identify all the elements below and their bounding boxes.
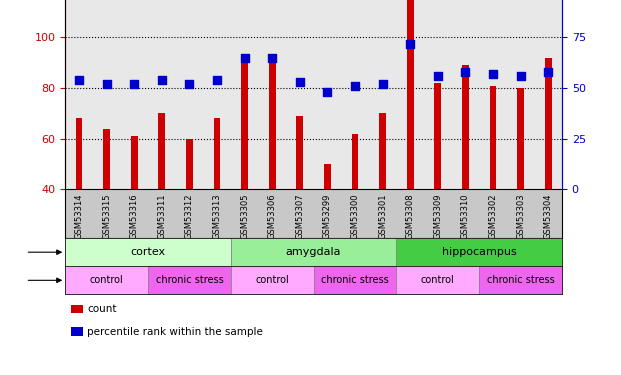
Bar: [324, 164, 331, 189]
Text: GSM53310: GSM53310: [461, 193, 470, 239]
Point: [488, 71, 498, 77]
Text: GSM53301: GSM53301: [378, 193, 387, 239]
Text: count: count: [87, 304, 117, 314]
Bar: [379, 113, 386, 189]
Text: GSM53299: GSM53299: [323, 193, 332, 238]
Text: GSM53309: GSM53309: [433, 193, 442, 239]
Text: control: control: [89, 275, 124, 285]
Point: [350, 83, 360, 89]
Point: [515, 73, 525, 79]
Text: GSM53306: GSM53306: [268, 193, 277, 239]
Point: [433, 73, 443, 79]
Point: [129, 81, 139, 87]
Text: control: control: [421, 275, 455, 285]
Point: [460, 69, 470, 75]
Bar: [158, 113, 165, 189]
Point: [240, 55, 250, 61]
Bar: [296, 116, 303, 189]
Bar: [396, 238, 562, 266]
Bar: [434, 83, 442, 189]
Bar: [517, 88, 524, 189]
Bar: [231, 266, 314, 294]
Text: GSM53300: GSM53300: [350, 193, 360, 239]
Text: amygdala: amygdala: [286, 247, 342, 257]
Text: percentile rank within the sample: percentile rank within the sample: [87, 327, 263, 337]
Bar: [462, 65, 469, 189]
Text: GSM53303: GSM53303: [516, 193, 525, 239]
Bar: [396, 266, 479, 294]
Text: GSM53314: GSM53314: [75, 193, 83, 239]
Text: GSM53315: GSM53315: [102, 193, 111, 239]
Bar: [65, 266, 148, 294]
Text: chronic stress: chronic stress: [487, 275, 555, 285]
Text: GSM53316: GSM53316: [130, 193, 138, 239]
Point: [102, 81, 112, 87]
Bar: [76, 118, 83, 189]
Bar: [186, 139, 193, 189]
Bar: [479, 266, 562, 294]
Point: [267, 55, 277, 61]
Bar: [231, 238, 396, 266]
Bar: [269, 58, 276, 189]
Text: GSM53312: GSM53312: [185, 193, 194, 239]
Text: GSM53313: GSM53313: [212, 193, 222, 239]
Text: chronic stress: chronic stress: [321, 275, 389, 285]
Text: GSM53305: GSM53305: [240, 193, 249, 239]
Bar: [131, 136, 138, 189]
Bar: [351, 134, 358, 189]
Bar: [103, 129, 110, 189]
Bar: [65, 238, 231, 266]
Bar: [407, 0, 414, 189]
Point: [212, 77, 222, 83]
Point: [378, 81, 388, 87]
Point: [406, 40, 415, 46]
Text: cortex: cortex: [130, 247, 166, 257]
Text: control: control: [255, 275, 289, 285]
Text: GSM53304: GSM53304: [544, 193, 553, 239]
Text: hippocampus: hippocampus: [442, 247, 517, 257]
Text: GSM53302: GSM53302: [489, 193, 497, 239]
Text: GSM53308: GSM53308: [406, 193, 415, 239]
Point: [322, 89, 332, 95]
Bar: [214, 118, 220, 189]
Text: GSM53311: GSM53311: [157, 193, 166, 239]
Point: [157, 77, 167, 83]
Bar: [545, 58, 551, 189]
Point: [184, 81, 194, 87]
Text: chronic stress: chronic stress: [155, 275, 224, 285]
Point: [543, 69, 553, 75]
Bar: [241, 63, 248, 189]
Point: [295, 79, 305, 85]
Bar: [314, 266, 396, 294]
Point: [74, 77, 84, 83]
Text: GSM53307: GSM53307: [296, 193, 304, 239]
Bar: [489, 86, 496, 189]
Bar: [148, 266, 231, 294]
